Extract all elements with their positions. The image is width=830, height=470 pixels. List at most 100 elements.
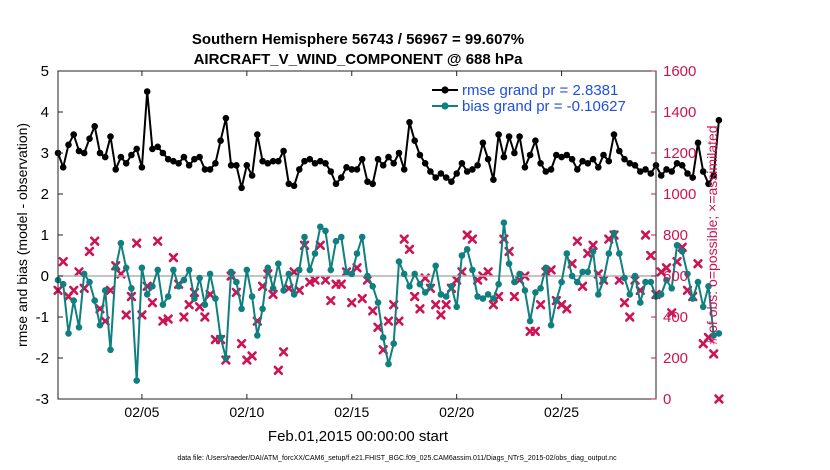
bias-point: [589, 248, 597, 255]
obs-count-marker: [179, 312, 189, 322]
legend-bias-marker: [441, 102, 449, 110]
obs-count-marker: [693, 258, 703, 269]
bias-point: [584, 268, 592, 276]
rmse-point: [217, 137, 224, 144]
rmse-point: [621, 155, 628, 163]
obs-cross-stroke: [646, 250, 656, 261]
rmse-point: [238, 184, 245, 192]
obs-count-marker: [577, 281, 588, 291]
y-tick-label-right: 200: [663, 350, 688, 367]
bias-point: [521, 287, 529, 294]
bias-point: [542, 264, 550, 272]
bias-point: [233, 278, 240, 286]
rmse-point: [170, 157, 177, 165]
obs-count-marker: [163, 314, 173, 324]
obs-count-marker: [383, 316, 394, 326]
obs-count-marker: [488, 299, 499, 310]
bias-point: [385, 360, 392, 368]
bias-point: [532, 289, 539, 296]
bias-point: [128, 285, 135, 292]
obs-count-marker: [320, 275, 331, 285]
bias-point: [306, 266, 314, 274]
rmse-point: [154, 143, 161, 151]
obs-cross-stroke: [619, 297, 630, 308]
rmse-point: [101, 153, 109, 161]
obs-cross-stroke: [163, 314, 173, 324]
rmse-point: [411, 137, 419, 144]
bias-point: [558, 278, 565, 286]
bias-point: [637, 299, 644, 306]
obs-count-marker: [368, 306, 378, 316]
rmse-point: [196, 153, 203, 161]
y-tick-label-right: 1200: [663, 145, 696, 162]
obs-cross-stroke: [667, 308, 677, 318]
bias-point: [684, 270, 691, 278]
bias-point: [563, 250, 571, 257]
x-axis-label: Feb.01,2015 00:00:00 start: [268, 428, 449, 445]
obs-count-marker: [640, 230, 651, 240]
bias-point: [553, 297, 560, 304]
bias-point: [663, 276, 670, 284]
rmse-point: [264, 160, 272, 167]
rmse-point: [542, 168, 550, 175]
obs-count-marker: [90, 236, 100, 246]
rmse-point: [185, 162, 193, 169]
bias-point: [285, 270, 293, 278]
bias-point: [317, 223, 324, 231]
obs-cross-stroke: [556, 299, 567, 310]
rmse-point: [369, 180, 377, 188]
bias-point: [595, 291, 602, 298]
rmse-point: [532, 137, 539, 144]
obs-count-marker: [84, 246, 95, 257]
rmse-point: [75, 147, 83, 155]
rmse-point: [500, 153, 508, 161]
bias-point: [243, 266, 251, 274]
obs-count-marker: [168, 252, 179, 263]
y-tick-label-left: -2: [36, 350, 49, 367]
obs-count-marker: [483, 267, 493, 277]
bias-point: [222, 354, 230, 362]
bias-point: [70, 297, 77, 304]
obs-cross-stroke: [168, 252, 179, 263]
rmse-point: [684, 170, 691, 177]
bias-point: [689, 295, 696, 302]
bias-point: [500, 219, 508, 226]
rmse-point: [243, 162, 251, 169]
bias-point: [610, 229, 618, 237]
rmse-point: [626, 160, 634, 167]
rmse-point: [248, 172, 256, 179]
bias-point: [416, 280, 424, 288]
obs-cross-stroke: [84, 246, 95, 257]
bias-point: [642, 278, 649, 286]
obs-cross-stroke: [588, 240, 598, 250]
legend-rmse-label: rmse grand pr = 2.8381: [462, 82, 618, 99]
obs-cross-stroke: [305, 277, 315, 287]
bias-point: [238, 305, 245, 313]
obs-count-marker: [152, 236, 163, 246]
bias-point: [678, 248, 686, 255]
rmse-point: [379, 162, 387, 169]
rmse-point: [385, 153, 392, 161]
bias-point: [332, 237, 340, 245]
obs-cross-stroke: [69, 285, 79, 296]
bias-point: [117, 239, 125, 247]
obs-count-marker: [625, 312, 635, 322]
bias-point: [537, 285, 544, 292]
obs-cross-stroke: [577, 281, 588, 291]
bias-point: [143, 291, 151, 298]
bias-point: [668, 285, 675, 292]
y-tick-label-left: 1: [41, 227, 49, 244]
bias-point: [280, 287, 287, 294]
obs-count-marker: [661, 263, 672, 273]
bias-point: [621, 274, 628, 282]
rmse-point: [348, 166, 356, 173]
y-tick-label-right: 600: [663, 268, 688, 285]
bias-point: [427, 283, 434, 290]
rmse-point: [442, 174, 450, 181]
bias-point: [710, 332, 717, 339]
bias-point: [390, 340, 398, 347]
bias-point: [253, 332, 261, 339]
bias-point: [421, 289, 429, 296]
chart-title-line1: Southern Hemisphere 56743 / 56967 = 99.6…: [192, 31, 524, 48]
